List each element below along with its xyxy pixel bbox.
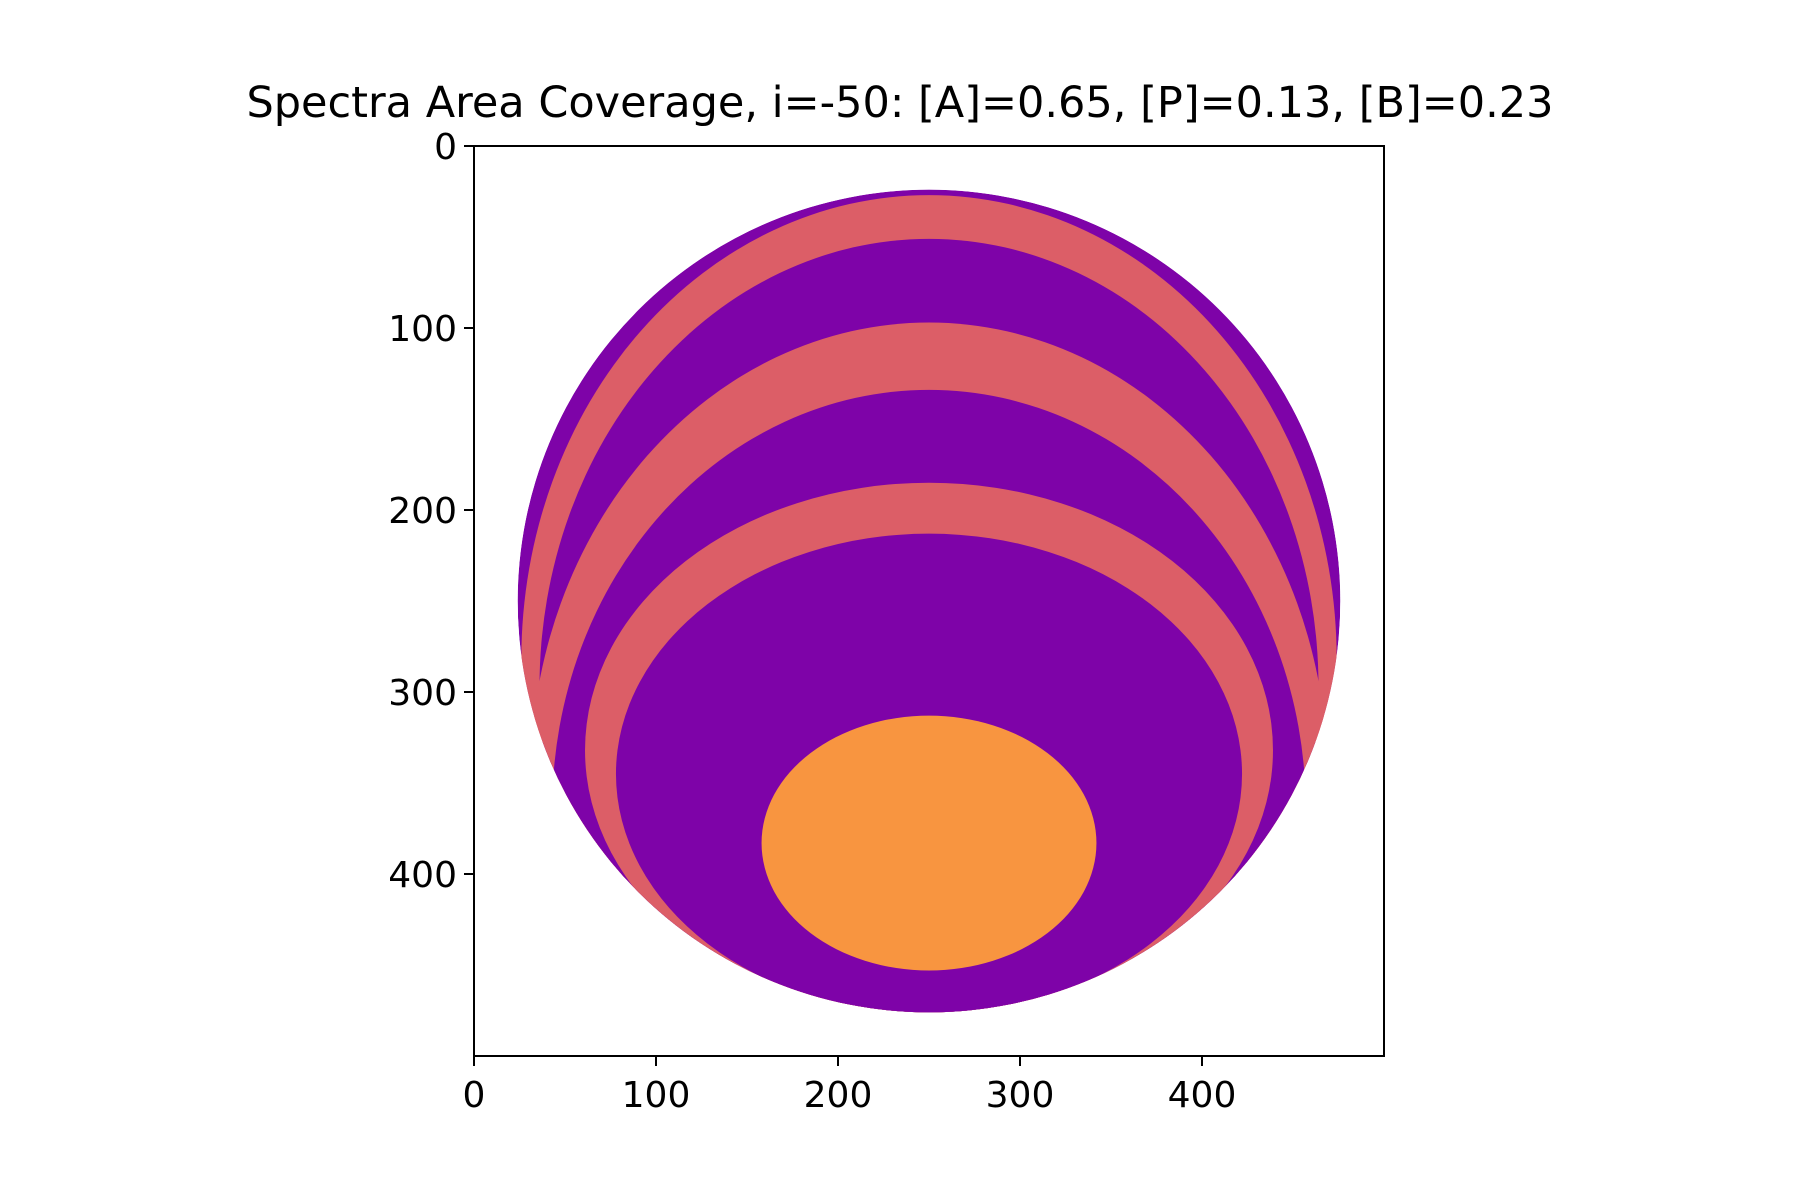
- y-tick-label: 400: [388, 855, 457, 896]
- coverage-image: [517, 189, 1341, 1013]
- x-tick-label: 400: [1168, 1075, 1237, 1116]
- x-tick-label: 200: [804, 1075, 873, 1116]
- x-tick-label: 100: [622, 1075, 691, 1116]
- chart-title: Spectra Area Coverage, i=-50: [A]=0.65, …: [246, 78, 1554, 128]
- x-tick-label: 0: [463, 1075, 486, 1116]
- y-tick-label: 100: [388, 309, 457, 350]
- y-tick-label: 200: [388, 491, 457, 532]
- x-tick-label: 300: [986, 1075, 1055, 1116]
- y-tick-label: 300: [388, 673, 457, 714]
- axes-frame: [473, 145, 1385, 1057]
- y-axis: 0 100 200 300 400: [388, 127, 474, 896]
- stellar-disk: [517, 189, 1341, 1013]
- region-b-6: [761, 715, 1097, 971]
- y-tick-label: 0: [434, 127, 457, 168]
- x-axis: 0 100 200 300 400: [463, 1056, 1237, 1116]
